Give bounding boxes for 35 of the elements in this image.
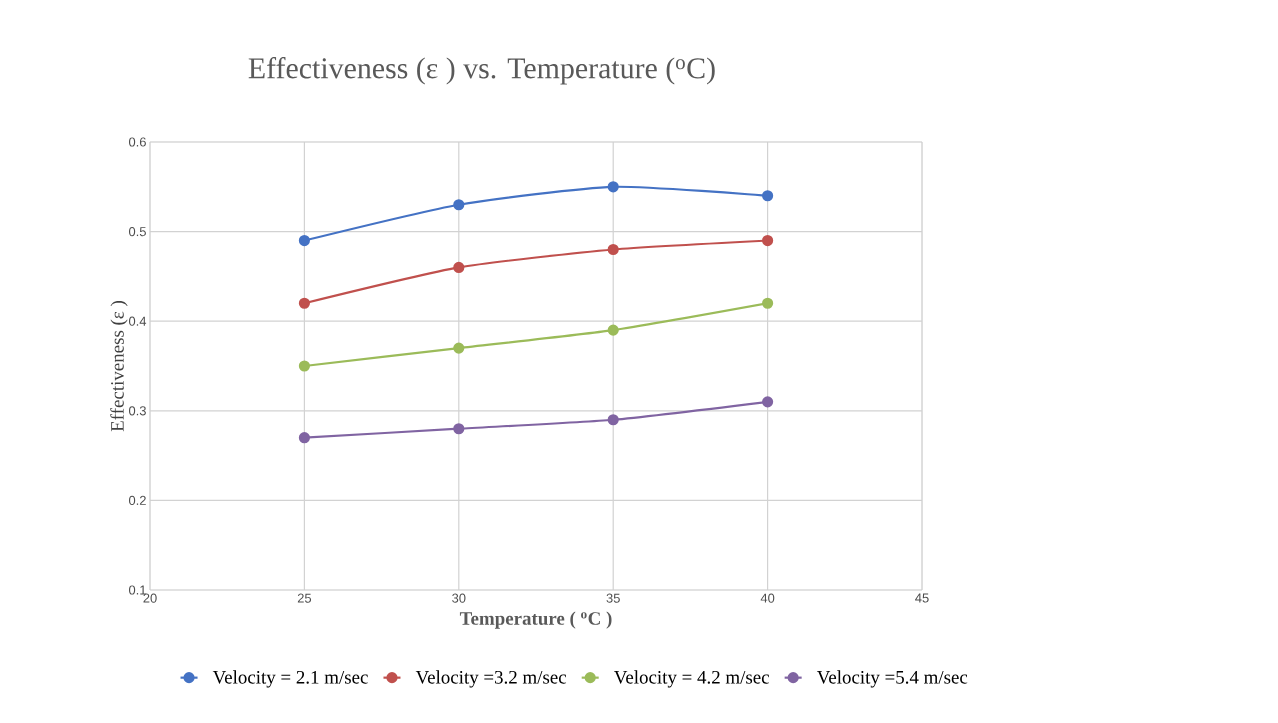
point xyxy=(298,360,310,372)
point xyxy=(607,181,619,193)
x-tick-label: 20 xyxy=(143,593,157,603)
point xyxy=(762,297,774,309)
point xyxy=(607,243,619,256)
x-tick-label: 30 xyxy=(452,593,466,603)
legend-label: Velocity =5.4 m/sec xyxy=(816,670,968,688)
legend-label: Velocity = 4.2 m/sec xyxy=(614,670,769,688)
y-tick-label: 0.5 xyxy=(128,227,146,237)
point xyxy=(607,414,619,426)
point xyxy=(298,234,310,247)
point xyxy=(762,190,774,202)
x-axis-title: Temperature ( $^{o}$C ) xyxy=(459,611,612,629)
point xyxy=(762,396,774,408)
point xyxy=(762,234,774,247)
y-tick-label: 0.3 xyxy=(128,406,146,416)
x-tick-label: 25 xyxy=(297,593,312,603)
point xyxy=(298,432,310,444)
x-tick-label: 35 xyxy=(606,593,620,603)
point xyxy=(607,324,619,336)
point xyxy=(453,199,465,211)
y-tick-label: 0.4 xyxy=(128,316,147,326)
x-tick-label: 45 xyxy=(915,593,929,603)
point xyxy=(453,342,465,354)
y-axis-title: Effectiveness (ε ) xyxy=(110,301,128,432)
legend-label: Velocity =3.2 m/sec xyxy=(415,670,567,688)
legend-label: Velocity = 2.1 m/sec xyxy=(212,670,368,688)
point xyxy=(298,297,310,309)
y-tick-label: 0.6 xyxy=(128,137,146,147)
y-tick-label: 0.1 xyxy=(128,585,146,595)
chart-title: Effectiveness (ε ) vs. Temperature ($^{o}$C) xyxy=(248,57,715,85)
point xyxy=(453,261,465,274)
x-tick-label: 40 xyxy=(760,593,775,603)
point xyxy=(453,423,465,435)
y-tick-label: 0.2 xyxy=(128,495,146,505)
